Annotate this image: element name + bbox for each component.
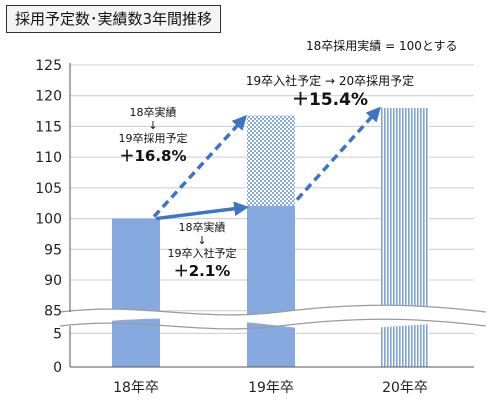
arrow-layer <box>152 106 381 221</box>
y-tick-label: 100 <box>35 212 62 228</box>
break-line-bottom <box>59 318 487 330</box>
axis-layer: 85 90 95 100 105 110 115 120 125 0 5 18年卒 19年卒 20年卒 <box>35 58 474 396</box>
annotation-line: 18卒実績 <box>178 221 226 234</box>
annotation-20-hire-plan: 19卒入社予定 → 20卒採用予定 ＋15.4% <box>224 74 436 111</box>
y-tick-label: 5 <box>53 326 62 342</box>
annotation-line: 18卒実績 <box>129 106 177 119</box>
y-tick-label: 95 <box>44 242 62 258</box>
bar-20-hire-plan <box>381 108 429 367</box>
annotation-percent: ＋16.8% <box>119 147 187 165</box>
bar-19-hire-plan <box>247 115 295 206</box>
bar-18-actual <box>112 218 160 367</box>
annotation-arrow: ↓ <box>148 119 158 132</box>
y-tick-label: 105 <box>35 181 62 197</box>
y-tick-label: 85 <box>44 304 62 320</box>
y-tick-label: 125 <box>35 58 62 74</box>
chart-title: 採用予定数･実績数3年間推移 <box>6 5 222 33</box>
annotation-percent: ＋2.1% <box>173 262 231 280</box>
y-tick-label: 90 <box>44 273 62 289</box>
annotation-line: 19卒採用予定 <box>118 132 188 145</box>
x-category-label: 20年卒 <box>382 380 428 396</box>
annotation-19-hire-plan: 18卒実績 ↓ 19卒採用予定 ＋16.8% <box>100 106 206 166</box>
annotation-arrow: ↓ <box>197 234 207 247</box>
break-band <box>60 305 486 330</box>
arrow-18-to-19-hire <box>152 115 247 218</box>
bar-19-join-plan <box>247 205 295 367</box>
annotation-line: 19卒入社予定 <box>167 247 237 260</box>
y-tick-label: 115 <box>35 119 62 135</box>
x-category-label: 18年卒 <box>113 380 159 396</box>
break-line-top <box>59 304 487 316</box>
arrow-18-to-19-join <box>155 201 249 221</box>
x-category-label: 19年卒 <box>248 380 294 396</box>
annotation-19-join-plan: 18卒実績 ↓ 19卒入社予定 ＋2.1% <box>152 221 252 281</box>
arrow-19-to-20-hire <box>295 106 381 201</box>
y-tick-label: 110 <box>35 150 62 166</box>
y-tick-label: 120 <box>35 89 62 105</box>
annotation-line: 19卒入社予定 → 20卒採用予定 <box>245 74 415 88</box>
y-tick-label: 0 <box>53 360 62 376</box>
axis-break <box>59 304 487 330</box>
annotation-percent: ＋15.4% <box>292 90 368 110</box>
chart-subtitle: 18卒採用実績 = 100とする <box>306 39 458 53</box>
